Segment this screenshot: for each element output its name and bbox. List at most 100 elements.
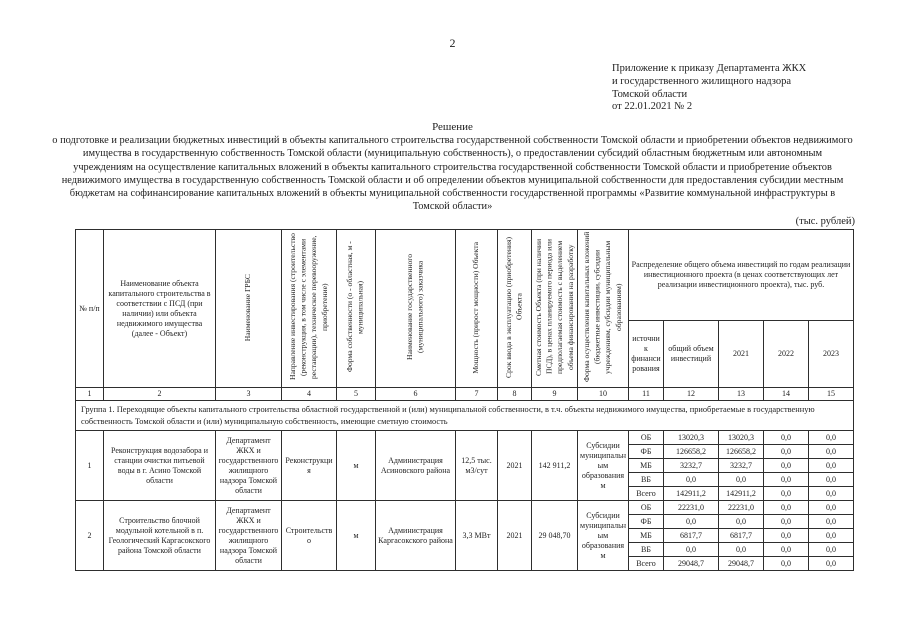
cell-object-name: Реконструкция водозабора и станции очист… [103,430,216,502]
header-direction: Направление инвестирования (строительств… [281,229,337,389]
cell-cost: 29 048,70 [531,500,578,572]
cell-financing-2022: 0,0 [763,486,809,502]
cell-year: 2021 [497,430,532,502]
cell-financing-2023: 0,0 [808,542,854,558]
cell-grbs: Департамент ЖКХ и государственного жилищ… [215,500,282,572]
column-numbering-row: 1 2 3 4 5 6 7 8 9 10 11 12 13 14 15 [75,387,854,402]
cell-direction: Реконструкция [281,430,337,502]
document-body-paragraph: о подготовке и реализации бюджетных инве… [52,135,853,213]
cell-financing-source: ОБ [628,500,664,516]
cell-ownership: м [336,430,376,502]
cell-financing-source: МБ [628,528,664,544]
cell-financing-2023: 0,0 [808,556,854,572]
appendix-note: Приложение к приказу Департамента ЖКХ и … [612,63,857,114]
cell-year: 2021 [497,500,532,572]
cell-financing-2021: 3232,7 [718,458,764,474]
appendix-line: Томской области [612,88,688,100]
header-distribution: Распределение общего объема инвестиций п… [628,229,854,321]
cell-financing-2023: 0,0 [808,444,854,460]
col-index: 9 [531,387,578,402]
cell-investment-form: Субсидии муниципальным образованиям [577,500,629,572]
col-index: 12 [663,387,719,402]
appendix-line: Приложение к приказу Департамента ЖКХ [612,63,807,74]
cell-financing-total: 13020,3 [663,430,719,446]
cell-financing-source: ОБ [628,430,664,446]
cell-capacity: 12,5 тыс. м3/сут [455,430,498,502]
col-index: 15 [808,387,854,402]
header-estimated-cost: Сметная стоимость Объекта (при наличии П… [531,229,578,389]
cell-financing-2022: 0,0 [763,472,809,488]
col-index: 7 [455,387,498,402]
cell-financing-2021: 142911,2 [718,486,764,502]
cell-financing-2023: 0,0 [808,486,854,502]
financing-row: ФБ 126658,2 126658,2 0,0 0,0 [76,444,854,460]
col-index: 11 [628,387,664,402]
financing-row-total: Всего 29048,7 29048,7 0,0 0,0 [76,556,854,572]
units-note: (тыс. рублей) [795,216,855,228]
cell-financing-source: ФБ [628,514,664,530]
header-num: № п/п [75,229,104,389]
cell-financing-2023: 0,0 [808,500,854,516]
cell-object-name: Строительство блочной модульной котельно… [103,500,216,572]
cell-financing-2022: 0,0 [763,542,809,558]
header-year-2022: 2022 [763,319,809,389]
cell-financing-2023: 0,0 [808,472,854,488]
header-total-investments: общий объем инвестиций [663,319,719,389]
table-row: 1 Реконструкция водозабора и станции очи… [75,430,854,502]
header-year-2023: 2023 [808,319,854,389]
financing-row: ФБ 0,0 0,0 0,0 0,0 [76,514,854,530]
col-index: 2 [103,387,216,402]
cell-financing-2023: 0,0 [808,528,854,544]
page-number: 2 [449,36,456,50]
cell-financing-2021: 29048,7 [718,556,764,572]
cell-financing-2023: 0,0 [808,514,854,530]
cell-row-number: 2 [75,500,104,572]
col-index: 8 [497,387,532,402]
cell-financing-2022: 0,0 [763,528,809,544]
cell-financing-total: 0,0 [663,542,719,558]
cell-direction: Строительство [281,500,337,572]
cell-financing-total: 142911,2 [663,486,719,502]
investments-table: № п/п Наименование объекта капитального … [75,229,854,572]
cell-financing-2021: 126658,2 [718,444,764,460]
header-capacity: Мощность (прирост мощности) Объекта [455,229,498,389]
cell-financing-total: 6817,7 [663,528,719,544]
cell-capacity: 3,3 МВт [455,500,498,572]
col-index: 14 [763,387,809,402]
group-title-row: Группа 1. Переходящие объекты капитально… [75,400,854,432]
header-funding-source: источник финансирования [628,319,664,389]
cell-financing-2022: 0,0 [763,500,809,516]
cell-financing-2022: 0,0 [763,514,809,530]
cell-financing-source: МБ [628,458,664,474]
cell-financing-total: 22231,0 [663,500,719,516]
cell-investment-form: Субсидии муниципальным образованиям [577,430,629,502]
cell-financing-source: ВБ [628,542,664,558]
cell-ownership: м [336,500,376,572]
cell-customer: Администрация Асиновского района [375,430,456,502]
cell-financing-total: 126658,2 [663,444,719,460]
cell-row-number: 1 [75,430,104,502]
header-commissioning: Срок ввода в эксплуатацию (приобретения)… [497,229,532,389]
cell-financing-2022: 0,0 [763,458,809,474]
header-customer: Наименование государственного (муниципал… [375,229,456,389]
appendix-line: от 22.01.2021 № 2 [612,101,693,113]
header-object-name: Наименование объекта капитального строит… [103,229,216,389]
cell-financing-2021: 0,0 [718,542,764,558]
cell-cost: 142 911,2 [531,430,578,502]
cell-financing-2022: 0,0 [763,430,809,446]
cell-financing-2022: 0,0 [763,444,809,460]
table-row: 2 Строительство блочной модульной котель… [75,500,854,572]
cell-financing-2022: 0,0 [763,556,809,572]
header-investment-form: Форма осуществления капитальных вложений… [577,229,629,389]
cell-financing-source: Всего [628,486,664,502]
col-index: 5 [336,387,376,402]
cell-financing-2021: 22231,0 [718,500,764,516]
document-title: Решение [432,121,473,134]
header-grbs: Наименование ГРБС [215,229,282,389]
col-index: 6 [375,387,456,402]
cell-financing-2023: 0,0 [808,430,854,446]
cell-financing-total: 29048,7 [663,556,719,572]
cell-financing-2021: 13020,3 [718,430,764,446]
col-index: 13 [718,387,764,402]
financing-row-total: Всего 142911,2 142911,2 0,0 0,0 [76,486,854,502]
